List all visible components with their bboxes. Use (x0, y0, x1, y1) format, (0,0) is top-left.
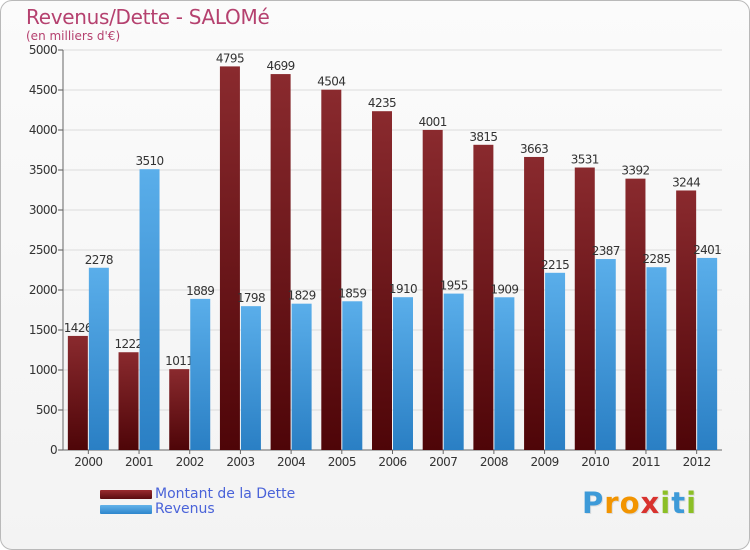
data-label-revenus: 2215 (541, 258, 569, 272)
data-label-revenus: 1909 (490, 282, 518, 296)
x-tick-label: 2003 (226, 455, 254, 469)
data-label-revenus: 2285 (642, 252, 670, 266)
bar-dette (422, 129, 443, 451)
legend-item-dette: Montant de la Dette (100, 486, 295, 502)
data-label-dette: 4504 (317, 75, 345, 89)
bar-revenus (443, 293, 464, 450)
x-tick-label: 2007 (429, 455, 457, 469)
data-label-dette: 1222 (114, 337, 142, 351)
data-label-revenus: 2401 (693, 243, 721, 257)
bar-dette (67, 335, 88, 450)
y-tick-label: 1000 (29, 363, 57, 377)
bar-revenus (342, 301, 363, 450)
bar-dette (524, 156, 545, 450)
data-label-dette: 4795 (216, 51, 244, 65)
data-label-dette: 4001 (419, 115, 447, 129)
data-label-dette: 4235 (368, 96, 396, 110)
bar-revenus (595, 259, 616, 450)
bar-dette (625, 178, 646, 450)
legend-swatch-revenus (100, 504, 152, 514)
x-tick-label: 2008 (480, 455, 508, 469)
x-tick-label: 2000 (74, 455, 102, 469)
x-tick-label: 2012 (683, 455, 711, 469)
bar-dette (321, 89, 342, 451)
data-label-revenus: 1889 (186, 284, 214, 298)
data-label-dette: 3392 (621, 164, 649, 178)
data-label-revenus: 2387 (592, 244, 620, 258)
y-tick-label: 0 (50, 443, 57, 457)
logo-letter: i (686, 486, 698, 520)
bar-revenus (697, 257, 718, 450)
bar-revenus (646, 267, 667, 450)
data-label-dette: 1011 (165, 354, 193, 368)
data-label-dette: 1426 (64, 321, 92, 335)
data-label-dette: 3663 (520, 142, 548, 156)
y-tick-label: 2500 (29, 243, 57, 257)
data-label-revenus: 1829 (288, 289, 316, 303)
data-label-revenus: 2278 (85, 253, 113, 267)
bar-dette (676, 190, 697, 451)
y-tick-label: 2000 (29, 283, 57, 297)
bar-dette (169, 369, 190, 450)
bar-revenus (494, 297, 515, 450)
logo-letter: P (582, 486, 605, 520)
logo-letter: r (604, 486, 620, 520)
bar-revenus (393, 297, 413, 450)
bar-revenus (291, 303, 312, 450)
x-tick-label: 2011 (632, 455, 660, 469)
legend-swatch-dette (100, 489, 152, 499)
logo-letter: o (619, 486, 641, 520)
data-label-dette: 3244 (672, 175, 700, 189)
data-label-dette: 3531 (571, 153, 599, 167)
legend-label-revenus: Revenus (155, 501, 215, 517)
data-label-revenus: 1859 (338, 286, 366, 300)
x-tick-label: 2009 (531, 455, 559, 469)
bar-revenus (240, 306, 261, 450)
x-tick-label: 2004 (277, 455, 305, 469)
logo-letter: i (660, 486, 672, 520)
y-tick-label: 4000 (29, 123, 57, 137)
bar-revenus (190, 298, 211, 450)
data-label-revenus: 1910 (389, 282, 417, 296)
x-tick-label: 2010 (581, 455, 609, 469)
y-tick-label: 500 (36, 403, 57, 417)
logo-letter: x (640, 486, 661, 520)
bar-dette (219, 66, 240, 451)
data-label-revenus: 3510 (135, 154, 163, 168)
bar-dette (270, 74, 291, 450)
y-tick-label: 4500 (29, 83, 57, 97)
y-tick-label: 3500 (29, 163, 57, 177)
bar-revenus (88, 267, 109, 450)
x-tick-label: 2006 (378, 455, 406, 469)
data-label-revenus: 1955 (440, 279, 468, 293)
bar-dette (574, 167, 595, 450)
chart-title: Revenus/Dette - SALOMé (26, 5, 270, 29)
data-label-revenus: 1798 (237, 291, 265, 305)
bar-revenus (139, 169, 160, 450)
data-label-dette: 4699 (267, 59, 295, 73)
x-tick-label: 2005 (328, 455, 356, 469)
x-tick-label: 2001 (125, 455, 153, 469)
y-tick-label: 1500 (29, 323, 57, 337)
data-label-dette: 3815 (469, 130, 497, 144)
proxiti-logo: Proxiti (582, 486, 697, 520)
bar-dette (372, 111, 392, 450)
bar-dette (473, 144, 494, 451)
y-tick-label: 5000 (29, 43, 57, 57)
chart-subtitle: (en milliers d'€) (26, 29, 121, 43)
legend-label-dette: Montant de la Dette (155, 486, 296, 502)
bar-dette (118, 352, 139, 450)
x-tick-label: 2002 (176, 455, 204, 469)
legend-item-revenus: Revenus (100, 501, 215, 517)
logo-letter: t (671, 486, 687, 520)
bar-revenus (545, 272, 566, 450)
y-tick-label: 3000 (29, 203, 57, 217)
